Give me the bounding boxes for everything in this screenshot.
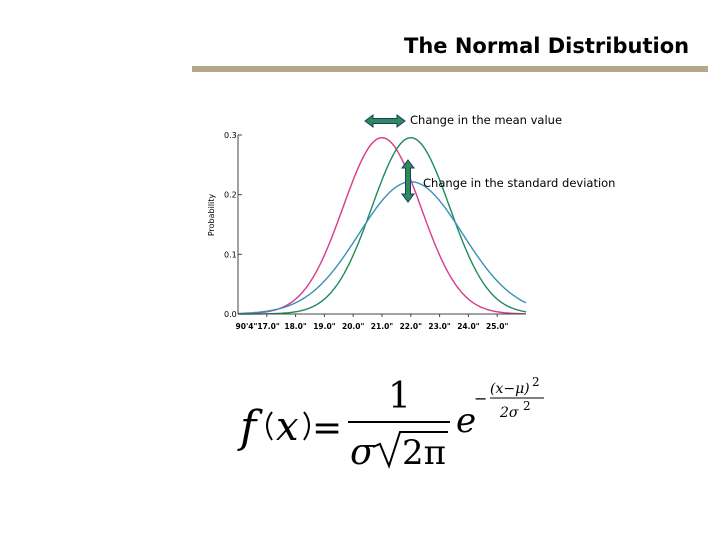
x-tick-label: 19.0" xyxy=(313,322,336,331)
formula-numerator: 1 xyxy=(388,376,411,417)
formula-sqrt-sign xyxy=(372,431,448,469)
x-tick-label: 90'4"17.0" xyxy=(236,322,280,331)
title-rule xyxy=(192,66,708,72)
series-line-2 xyxy=(238,136,527,315)
page-title: The Normal Distribution xyxy=(404,34,690,58)
formula-x: x xyxy=(276,404,299,450)
formula-left-paren xyxy=(266,411,273,441)
formula-sigma: σ xyxy=(350,432,376,473)
formula-exp-denominator: 2σ xyxy=(499,405,519,421)
x-tick-label: 21.0" xyxy=(371,322,394,331)
formula-equals: = xyxy=(312,408,342,449)
x-tick-label: 20.0" xyxy=(342,322,365,331)
x-ticks: 90'4"17.0" 18.0" 19.0" 20.0" 21.0" 22.0" 23.0"… xyxy=(236,314,509,331)
x-tick-label: 25.0" xyxy=(486,322,509,331)
x-tick-label: 24.0" xyxy=(457,322,480,331)
formula-exp-minus: − xyxy=(474,389,487,408)
mean-change-label: Change in the mean value xyxy=(410,113,562,127)
x-tick-label: 23.0" xyxy=(428,322,451,331)
formula-f: f xyxy=(237,402,263,453)
formula-right-paren xyxy=(303,411,310,441)
formula-exp-numerator-power: 2 xyxy=(532,375,540,389)
curves-layer xyxy=(237,136,527,315)
normal-pdf-formula: f x = 1 σ 2π e − (x−μ) 2 2σ 2 xyxy=(237,375,544,473)
y-axis-label: Probability xyxy=(207,194,216,237)
horizontal-double-arrow-icon xyxy=(364,114,406,128)
x-tick-label: 18.0" xyxy=(284,322,307,331)
y-tick-label: 0.2 xyxy=(224,191,237,200)
y-tick-label: 0.3 xyxy=(224,131,237,140)
formula-exp-numerator: (x−μ) xyxy=(490,381,530,397)
y-tick-label: 0.0 xyxy=(224,310,237,319)
vertical-double-arrow-icon xyxy=(401,159,415,203)
x-tick-label: 22.0" xyxy=(400,322,423,331)
formula-e: e xyxy=(456,401,476,441)
y-tick-label: 0.1 xyxy=(224,250,237,259)
formula-two-pi: 2π xyxy=(402,433,446,473)
series-line-3 xyxy=(237,181,527,315)
y-ticks: 0.0 0.1 0.2 0.3 xyxy=(224,131,242,319)
series-line-1 xyxy=(238,136,526,315)
axes-layer xyxy=(237,135,526,315)
formula-exp-denominator-power: 2 xyxy=(523,399,531,413)
sd-change-label: Change in the standard deviation xyxy=(423,176,615,190)
